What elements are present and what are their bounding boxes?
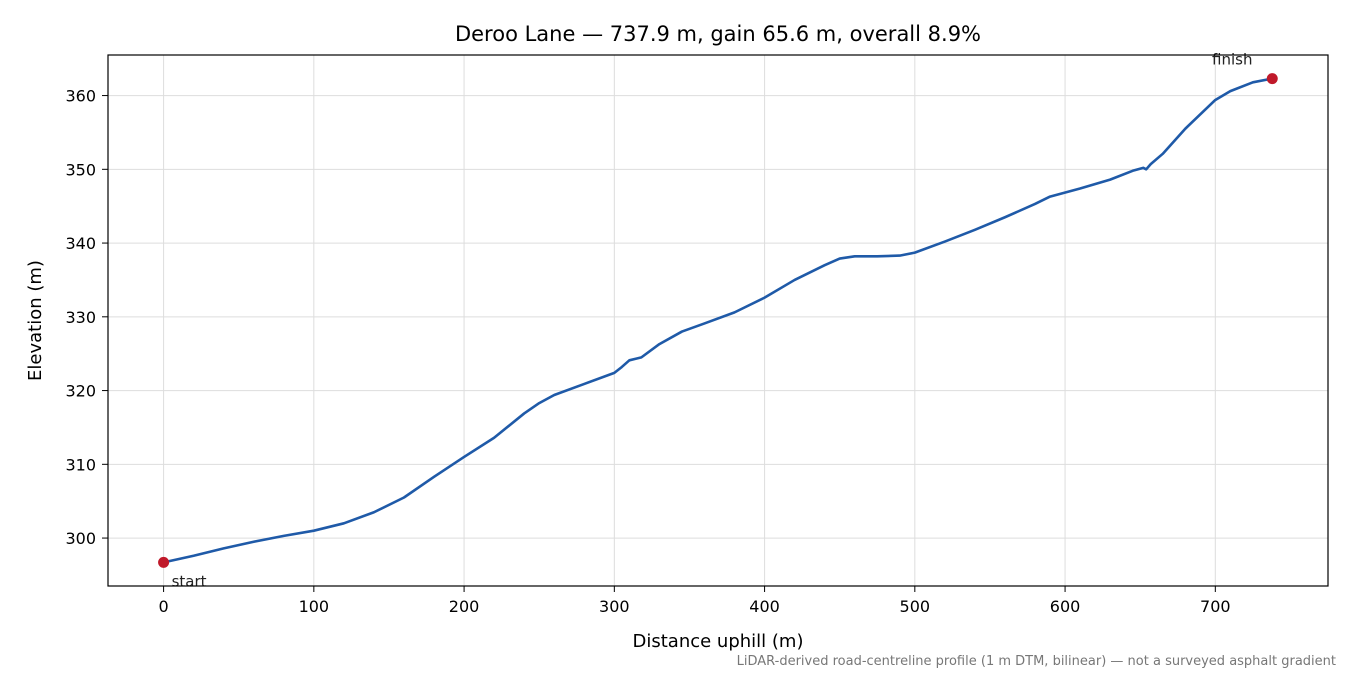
finish-label: finish [1212,51,1252,69]
grid-layer [108,55,1328,586]
y-tick-label: 340 [65,234,96,253]
start-marker [158,556,170,568]
x-tick-label: 600 [1050,597,1081,616]
x-tick-label: 700 [1200,597,1231,616]
y-tick-label: 360 [65,87,96,106]
x-tick-label: 0 [158,597,168,616]
x-tick-label: 200 [449,597,480,616]
x-tick-label: 500 [900,597,931,616]
y-axis-title: Elevation (m) [25,260,46,381]
tick-layer: 0 100 200 300 400 500 600 700 300 310 320 330 340 350… [65,87,1230,616]
y-tick-label: 350 [65,160,96,179]
x-tick-label: 300 [599,597,630,616]
finish-marker [1266,73,1278,85]
marker-layer: start finish [158,51,1278,590]
y-tick-label: 330 [65,308,96,327]
chart-title: Deroo Lane — 737.9 m, gain 65.6 m, overa… [455,22,981,46]
series-layer [162,77,1274,564]
x-tick-label: 400 [749,597,780,616]
x-axis-title: Distance uphill (m) [633,631,804,652]
footnote: LiDAR-derived road-centreline profile (1… [737,654,1336,669]
plot-frame [107,54,1329,587]
y-tick-label: 300 [65,529,96,548]
start-label: start [172,572,207,590]
y-tick-label: 310 [65,455,96,474]
x-tick-label: 100 [299,597,330,616]
y-tick-label: 320 [65,382,96,401]
elevation-profile-line [162,77,1274,564]
